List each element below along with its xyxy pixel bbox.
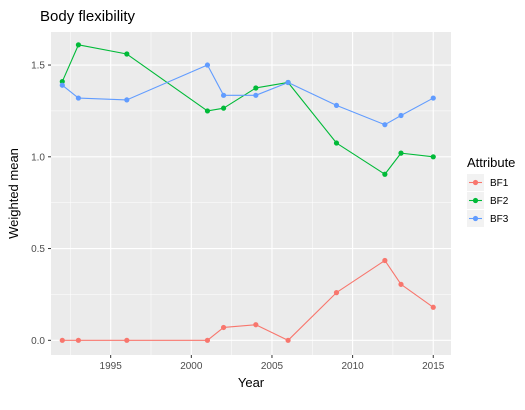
data-point-bf3	[430, 95, 436, 101]
series-bf3	[59, 62, 436, 128]
major-gridlines	[51, 32, 451, 355]
legend-title: Attribute	[467, 155, 515, 170]
legend-key-point	[472, 197, 479, 204]
data-point-bf2	[430, 154, 436, 160]
data-point-bf3	[204, 62, 211, 68]
data-point-bf3	[253, 92, 259, 98]
data-point-bf1	[124, 337, 130, 343]
data-point-bf3	[75, 95, 82, 101]
data-point-bf2	[75, 42, 82, 48]
legend-key-point	[472, 215, 479, 222]
chart-title: Body flexibility	[40, 8, 136, 25]
data-point-bf2	[204, 108, 211, 114]
data-point-bf1	[253, 322, 259, 328]
x-tick-label: 2005	[261, 361, 284, 372]
data-point-bf2	[220, 105, 227, 111]
y-tick-label: 0.0	[31, 336, 45, 347]
data-point-bf3	[124, 97, 130, 103]
data-point-bf1	[382, 257, 388, 264]
data-point-bf2	[124, 51, 130, 57]
data-point-bf3	[220, 92, 227, 98]
data-point-bf1	[333, 290, 340, 296]
minor-gridlines	[51, 32, 451, 355]
data-point-bf2	[253, 85, 259, 91]
legend-label: BF2	[490, 196, 509, 207]
y-axis-label: Weighted mean	[6, 148, 21, 239]
data-point-bf3	[285, 79, 291, 86]
x-axis-label: Year	[238, 375, 265, 390]
data-point-bf2	[333, 140, 340, 146]
data-point-bf1	[204, 337, 211, 343]
data-point-bf1	[75, 337, 82, 343]
data-point-bf3	[382, 122, 388, 128]
data-point-bf1	[220, 324, 227, 331]
legend-label: BF3	[490, 214, 509, 225]
y-tick-label: 0.5	[31, 244, 45, 255]
y-tick-label: 1.0	[31, 152, 45, 163]
data-point-bf2	[382, 171, 388, 177]
y-tick-label: 1.5	[31, 61, 45, 72]
data-point-bf3	[59, 82, 65, 88]
data-point-bf1	[430, 304, 436, 310]
legend-item-bf3: BF3	[467, 210, 509, 227]
legend-item-bf2: BF2	[467, 192, 509, 209]
x-tick-label: 2015	[422, 361, 445, 372]
legend-item-bf1: BF1	[467, 174, 509, 191]
y-axis: 0.0 0.5 1.0 1.5	[31, 61, 51, 347]
data-point-bf2	[398, 150, 404, 156]
legend-key-point	[472, 179, 479, 186]
data-point-bf1	[398, 281, 404, 287]
data-point-bf1	[59, 337, 65, 343]
series-layer	[59, 42, 436, 343]
data-point-bf3	[333, 102, 340, 109]
x-axis: 1995 2000 2005 2010 2015	[100, 355, 445, 372]
x-tick-label: 1995	[100, 361, 123, 372]
data-point-bf2	[59, 78, 65, 85]
x-tick-label: 2000	[180, 361, 203, 372]
series-bf1	[59, 257, 436, 343]
x-tick-label: 2010	[341, 361, 364, 372]
data-point-bf3	[398, 112, 404, 119]
plot-panel	[51, 32, 451, 355]
data-point-bf1	[285, 337, 291, 343]
legend: Attribute BF1 BF2 BF3	[467, 155, 515, 227]
legend-label: BF1	[490, 178, 509, 189]
